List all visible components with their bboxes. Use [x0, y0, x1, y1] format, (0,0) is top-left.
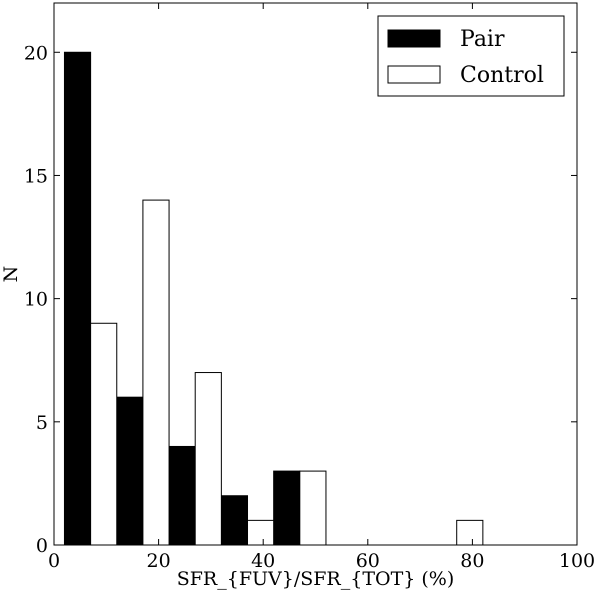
- y-tick-label-5: 5: [36, 412, 48, 434]
- bar-pair-2: [168, 445, 196, 546]
- x-axis-label: SFR_{FUV}/SFR_{TOT} (%): [177, 568, 455, 590]
- y-tick-label-20: 20: [24, 42, 48, 64]
- legend: Pair Control: [377, 15, 565, 97]
- bar-pair-4: [273, 470, 301, 546]
- bar-control-1: [142, 199, 170, 546]
- y-axis-label: N: [0, 266, 22, 283]
- legend-label-control: Control: [460, 63, 544, 88]
- bars-layer: [63, 51, 484, 546]
- bar-control-7: [456, 519, 484, 546]
- x-tick-label-20: 20: [147, 550, 171, 572]
- legend-swatch-control: [387, 65, 441, 84]
- bar-control-0: [90, 322, 118, 546]
- bar-control-4: [299, 470, 327, 546]
- y-tick-label-0: 0: [36, 535, 48, 557]
- bar-pair-0: [63, 51, 92, 546]
- tick-labels-layer: 0 20 40 60 80 100 0 5 10 15 20: [24, 42, 595, 572]
- legend-box: [377, 15, 565, 97]
- y-tick-label-10: 10: [24, 289, 48, 311]
- x-tick-label-40: 40: [251, 550, 275, 572]
- bar-pair-1: [116, 396, 144, 546]
- legend-label-pair: Pair: [460, 27, 505, 52]
- y-tick-label-15: 15: [24, 165, 48, 187]
- x-tick-label-100: 100: [559, 550, 595, 572]
- plot-frame: [53, 2, 578, 546]
- x-tick-label-80: 80: [460, 550, 484, 572]
- x-tick-label-0: 0: [48, 550, 60, 572]
- bar-pair-3: [220, 495, 249, 546]
- bar-control-2: [194, 372, 222, 546]
- ticks-layer: [53, 3, 578, 546]
- legend-swatch-pair: [387, 29, 441, 48]
- bar-control-3: [247, 519, 275, 546]
- x-tick-label-60: 60: [356, 550, 380, 572]
